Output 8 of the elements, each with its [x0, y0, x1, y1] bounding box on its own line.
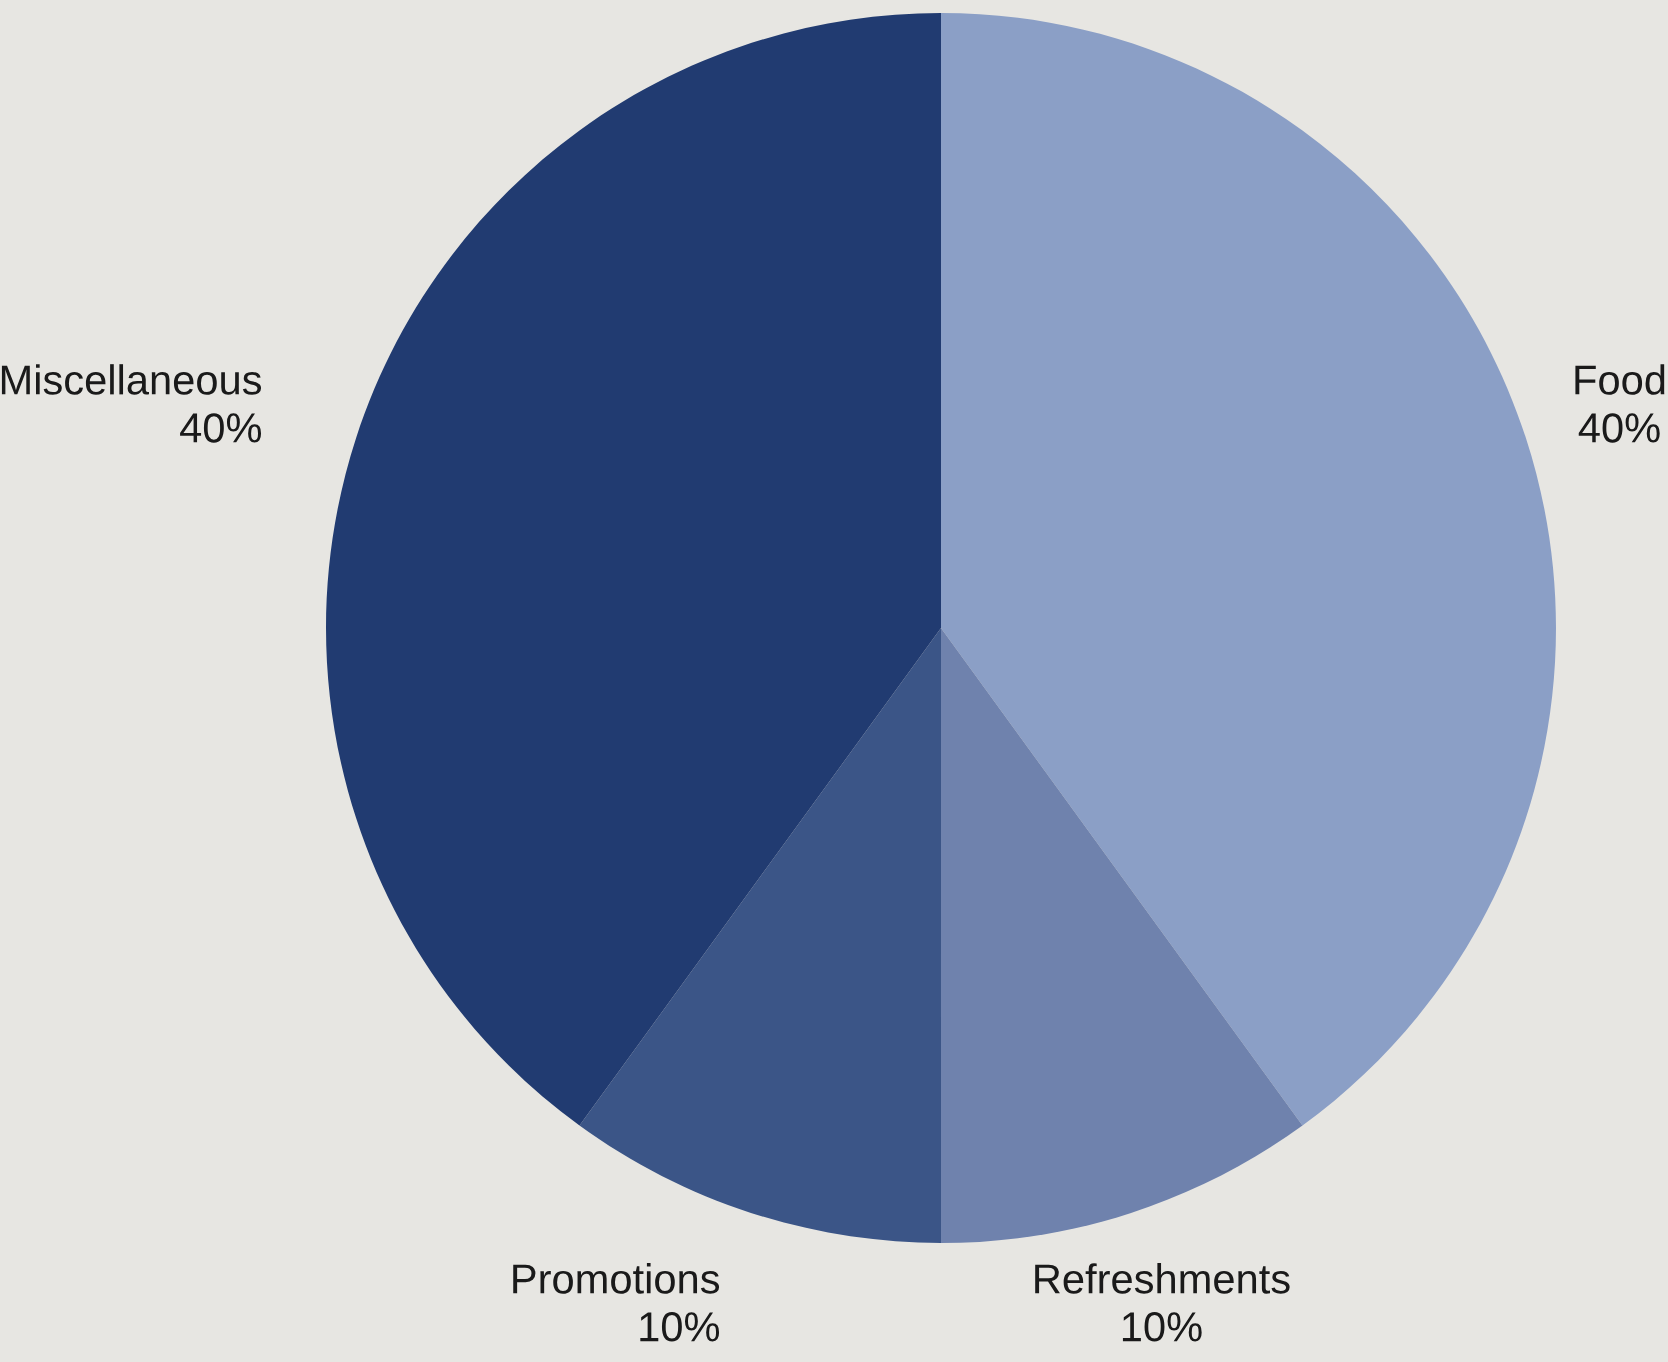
slice-label: Miscellaneous: [1, 364, 262, 395]
slice-label: Promotions: [513, 1263, 720, 1294]
slice-label: Refreshments: [1035, 1263, 1290, 1294]
data-label: 40%: [180, 413, 262, 443]
data-label: 10%: [640, 1312, 720, 1342]
data-label: 40%: [1578, 413, 1660, 443]
data-label: 10%: [1122, 1312, 1202, 1342]
slice-label: Food: [1575, 364, 1665, 395]
